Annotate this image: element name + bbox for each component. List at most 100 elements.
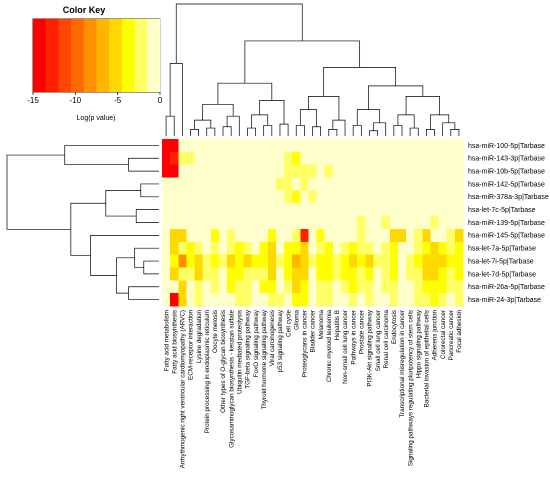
column-label: Non-small cell lung cancer — [342, 310, 349, 384]
heatmap-cell — [414, 293, 423, 307]
heatmap-cell — [284, 267, 293, 281]
heatmap-cell — [186, 228, 195, 243]
heatmap-cell — [300, 177, 309, 191]
heatmap-cell — [227, 293, 236, 307]
color-key-tick-label: -10 — [70, 96, 82, 105]
heatmap-cell — [454, 177, 464, 191]
heatmap-cell — [414, 190, 423, 204]
heatmap-cell — [218, 267, 228, 281]
heatmap-cell — [422, 203, 431, 217]
heatmap-cell — [210, 280, 220, 294]
dendrogram-branch — [222, 126, 232, 136]
heatmap-cell — [235, 216, 244, 230]
heatmap-cell — [381, 254, 391, 268]
color-key-tick-label: 0 — [158, 96, 163, 105]
column-label: Transcriptional misregulation in cancer — [399, 310, 406, 418]
heatmap-cell — [357, 151, 366, 166]
heatmap-cell — [397, 164, 407, 178]
heatmap-cell — [373, 177, 383, 191]
heatmap-cell — [446, 151, 456, 166]
heatmap-cell — [340, 228, 350, 243]
heatmap-cell — [251, 164, 261, 178]
column-label: Colorectal cancer — [440, 310, 447, 359]
heatmap-cell — [446, 293, 456, 307]
heatmap-cell — [292, 151, 301, 166]
heatmap-cell — [430, 139, 439, 153]
heatmap-cell — [373, 241, 383, 256]
dendrogram-branch — [135, 209, 159, 223]
heatmap-cell — [251, 293, 261, 307]
heatmap-cell — [202, 241, 212, 256]
heatmap-cell — [357, 254, 366, 268]
heatmap-cell — [332, 164, 342, 178]
heatmap-cell — [186, 203, 195, 217]
heatmap-cell — [349, 139, 358, 153]
dendrogram-branch — [206, 127, 216, 136]
heatmap-cell — [397, 216, 407, 230]
heatmap-cell — [243, 280, 252, 294]
heatmap-cell — [340, 203, 350, 217]
heatmap-cell — [438, 164, 448, 178]
heatmap-cell — [202, 254, 212, 268]
heatmap-cell — [446, 164, 456, 178]
heatmap-cell — [430, 151, 439, 166]
heatmap-cell — [227, 190, 236, 204]
heatmap-cell — [218, 203, 228, 217]
heatmap-cell — [259, 139, 269, 153]
heatmap-cell — [389, 203, 399, 217]
heatmap-cell — [259, 228, 269, 243]
heatmap-cell — [324, 241, 334, 256]
heatmap-cell — [373, 267, 383, 281]
heatmap-cell — [292, 139, 301, 153]
heatmap-cell — [186, 164, 195, 178]
dendrogram-branch — [328, 129, 338, 136]
heatmap-cell — [170, 267, 179, 281]
heatmap-cell — [178, 241, 187, 256]
heatmap-cell — [381, 203, 391, 217]
dendrogram-branch — [279, 123, 289, 136]
heatmap-cell — [170, 151, 179, 166]
heatmap-cell — [365, 254, 374, 268]
heatmap-cell — [202, 216, 212, 230]
heatmap-cell — [243, 267, 252, 281]
heatmap-cell — [202, 267, 212, 281]
heatmap-cell — [170, 164, 179, 178]
heatmap-cell — [284, 216, 293, 230]
row-label: hsa-let-7c-5p|Tarbase — [468, 207, 536, 214]
heatmap-cell — [340, 177, 350, 191]
heatmap-cell — [275, 164, 285, 178]
heatmap-cell — [438, 241, 448, 256]
heatmap-cell — [454, 203, 464, 217]
heatmap-cell — [194, 267, 204, 281]
heatmap-cell — [162, 241, 171, 256]
heatmap-cell — [406, 190, 415, 204]
heatmap-cell — [218, 190, 228, 204]
column-dendrogram — [165, 3, 460, 136]
heatmap-cell — [349, 280, 358, 294]
heatmap-cell — [300, 190, 309, 204]
heatmap-cell — [194, 293, 204, 307]
column-label: Protein processing in endoplasmic reticu… — [204, 310, 211, 433]
heatmap-cell — [340, 151, 350, 166]
heatmap-cell — [178, 164, 187, 178]
heatmap-cell — [454, 254, 464, 268]
heatmap-cell — [243, 164, 252, 178]
heatmap-cell — [406, 228, 415, 243]
heatmap-cell — [284, 177, 293, 191]
heatmap-cell — [414, 203, 423, 217]
heatmap-cell — [218, 177, 228, 191]
heatmap-cell — [235, 177, 244, 191]
row-label: hsa-let-7d-5p|Tarbase — [468, 271, 536, 278]
color-key-swatch — [121, 19, 135, 92]
heatmap-cell — [275, 203, 285, 217]
heatmap-cell — [178, 267, 187, 281]
heatmap-cell — [373, 293, 383, 307]
heatmap-cell — [308, 216, 317, 230]
heatmap-cell — [162, 216, 171, 230]
color-key-swatch — [96, 19, 110, 92]
dendrogram-branch — [70, 202, 106, 256]
heatmap-cell — [389, 216, 399, 230]
dendrogram-branch — [175, 3, 303, 64]
heatmap-cell — [202, 164, 212, 178]
heatmap-cell — [446, 177, 456, 191]
